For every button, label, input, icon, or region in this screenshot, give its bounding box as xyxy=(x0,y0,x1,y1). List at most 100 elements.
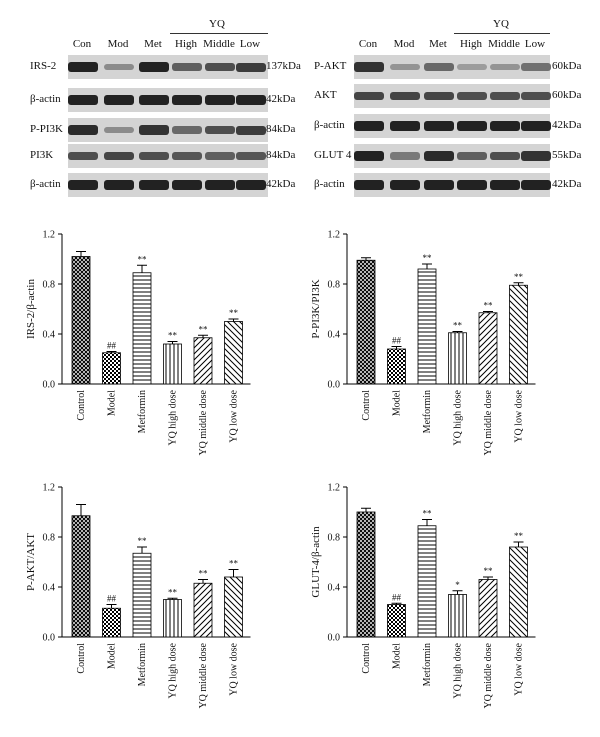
significance-label: ** xyxy=(484,566,494,576)
x-tick-label: YQ middle dose xyxy=(483,389,494,455)
x-tick-label: Model xyxy=(107,643,118,669)
x-tick-label: YQ high dose xyxy=(453,389,464,445)
group-label: YQ xyxy=(493,18,509,30)
group-underline xyxy=(454,33,550,34)
blot-band xyxy=(521,91,551,101)
bar xyxy=(71,515,91,638)
blot-band xyxy=(205,62,235,72)
blot-band xyxy=(457,63,487,71)
lane-label: Middle xyxy=(203,38,235,50)
y-tick-label: 0.0 xyxy=(43,633,56,644)
kda-label: 42kDa xyxy=(266,93,296,105)
blot-band xyxy=(354,62,384,72)
blot-band xyxy=(354,180,384,190)
blot-band xyxy=(457,91,487,101)
x-tick-label: Control xyxy=(76,643,87,674)
bar xyxy=(71,256,91,385)
blot-band xyxy=(354,91,384,101)
protein-label: β-actin xyxy=(314,178,345,190)
blot-band xyxy=(521,63,551,71)
kda-label: 55kDa xyxy=(552,149,582,161)
kda-label: 42kDa xyxy=(552,119,582,131)
group-underline xyxy=(170,33,268,34)
blot-band xyxy=(68,62,98,72)
blot-band xyxy=(236,95,266,105)
x-tick-label: YQ high dose xyxy=(168,642,179,698)
y-tick-label: 0.8 xyxy=(43,280,56,291)
bar xyxy=(163,599,182,638)
bar xyxy=(356,259,376,385)
protein-label: β-actin xyxy=(314,119,345,131)
significance-label: ** xyxy=(138,254,148,264)
irs2-bar-chart: 0.0 0.4 0.8 1.2 IRS-2/β-actin Control ## Model *… xyxy=(25,230,251,456)
y-tick-label: 0.8 xyxy=(328,533,341,544)
lane-label: Mod xyxy=(107,38,129,50)
blot-band xyxy=(521,121,551,131)
protein-label: GLUT 4 xyxy=(314,149,352,161)
significance-label: ** xyxy=(199,324,209,334)
significance-label: ** xyxy=(168,331,178,341)
y-axis-label: GLUT-4/β-actin xyxy=(310,526,322,598)
x-tick-label: YQ middle dose xyxy=(198,642,209,708)
p-akt-bar-chart: 0.0 0.4 0.8 1.2 P-AKT/AKT Control ## Model ** Met… xyxy=(25,483,251,709)
significance-label: ** xyxy=(423,509,433,519)
blot-band xyxy=(139,151,169,161)
kda-label: 84kDa xyxy=(266,123,296,135)
blot-band xyxy=(172,180,202,190)
protein-label: AKT xyxy=(314,89,337,101)
blot-band xyxy=(104,95,134,105)
kda-label: 137kDa xyxy=(266,60,301,72)
significance-label: ** xyxy=(453,321,463,331)
kda-label: 42kDa xyxy=(266,178,296,190)
blot-band xyxy=(490,63,520,71)
significance-label: ## xyxy=(392,336,402,346)
y-axis-label: P-PI3K/PI3K xyxy=(310,279,322,338)
significance-label: ** xyxy=(229,308,239,318)
y-tick-label: 0.0 xyxy=(328,633,341,644)
x-tick-label: Model xyxy=(392,390,403,416)
protein-label: PI3K xyxy=(30,149,54,161)
x-tick-label: YQ low dose xyxy=(229,389,240,442)
y-tick-label: 1.2 xyxy=(328,230,341,241)
x-tick-label: Metformin xyxy=(137,643,148,686)
blot-band xyxy=(424,151,454,161)
bar xyxy=(102,352,121,385)
bar xyxy=(478,579,498,638)
blot-band xyxy=(354,151,384,161)
blot-band xyxy=(172,63,202,71)
blot-band xyxy=(457,121,487,131)
blot-band xyxy=(424,121,454,131)
blot-band xyxy=(236,180,266,190)
y-axis-label: P-AKT/AKT xyxy=(25,533,37,591)
bar xyxy=(163,343,182,385)
lane-label: Met xyxy=(144,38,162,50)
blot-band xyxy=(205,125,235,135)
y-tick-label: 0.8 xyxy=(328,280,341,291)
significance-label: ** xyxy=(229,559,239,569)
kda-label: 42kDa xyxy=(552,178,582,190)
y-axis-label: IRS-2/β-actin xyxy=(25,279,37,339)
kda-label: 60kDa xyxy=(552,60,582,72)
western-blot-right: Con Mod Met High Middle Low YQ P-AKT 60kDa AKT 60k… xyxy=(310,10,595,210)
x-tick-label: Metformin xyxy=(422,390,433,433)
y-tick-label: 1.2 xyxy=(43,483,56,494)
lane-label: Con xyxy=(72,38,92,50)
blot-band xyxy=(424,91,454,101)
protein-label: β-actin xyxy=(30,178,61,190)
y-tick-label: 0.8 xyxy=(43,533,56,544)
x-tick-label: YQ middle dose xyxy=(483,642,494,708)
y-tick-label: 0.4 xyxy=(328,330,341,341)
blot-band xyxy=(236,151,266,161)
blot-band xyxy=(490,121,520,131)
group-label: YQ xyxy=(209,18,225,30)
blot-band xyxy=(457,152,487,160)
lane-label: Met xyxy=(429,38,447,50)
kda-label: 84kDa xyxy=(266,149,296,161)
blot-band xyxy=(205,152,235,160)
bar xyxy=(387,604,406,638)
blot-band xyxy=(521,151,551,161)
x-tick-label: YQ low dose xyxy=(514,389,525,442)
blot-band xyxy=(205,95,235,105)
y-tick-label: 0.0 xyxy=(43,380,56,391)
lane-label: High xyxy=(175,38,197,50)
